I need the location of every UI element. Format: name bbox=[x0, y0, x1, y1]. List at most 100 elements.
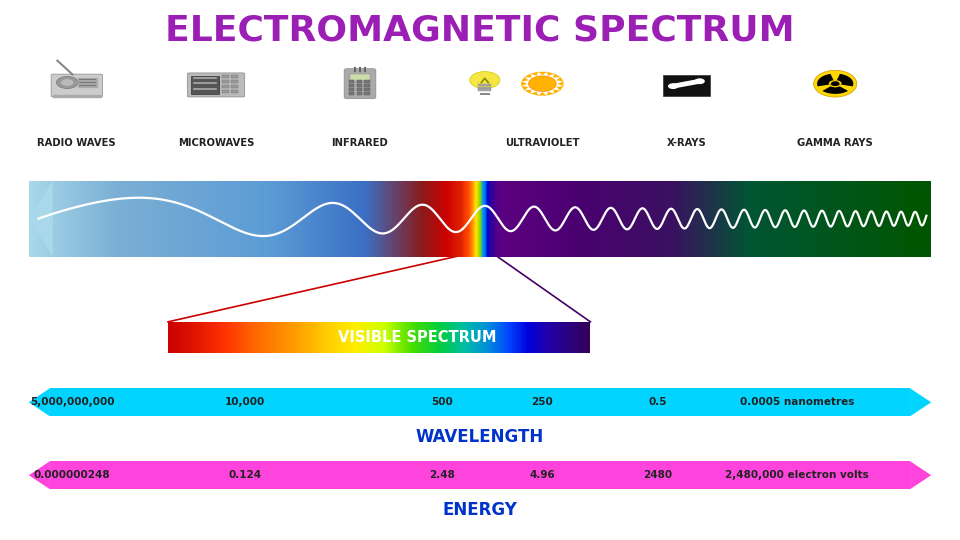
Polygon shape bbox=[524, 73, 532, 78]
Bar bbox=[211, 181, 213, 256]
Bar bbox=[830, 181, 832, 256]
Bar bbox=[463, 322, 464, 353]
Bar bbox=[126, 181, 127, 256]
Bar bbox=[251, 322, 252, 353]
Bar bbox=[381, 181, 382, 256]
Bar bbox=[561, 322, 562, 353]
Bar bbox=[318, 322, 319, 353]
Bar bbox=[566, 181, 568, 256]
Bar bbox=[698, 181, 699, 256]
Bar bbox=[662, 181, 664, 256]
Bar bbox=[421, 322, 422, 353]
Bar bbox=[430, 322, 431, 353]
Bar bbox=[319, 181, 320, 256]
Bar bbox=[476, 322, 477, 353]
Bar bbox=[597, 181, 598, 256]
Bar bbox=[526, 181, 527, 256]
Bar bbox=[236, 322, 238, 353]
Bar bbox=[376, 181, 377, 256]
Bar bbox=[231, 322, 232, 353]
Bar bbox=[182, 181, 183, 256]
Bar bbox=[483, 322, 484, 353]
Bar bbox=[397, 322, 398, 353]
Bar bbox=[859, 181, 860, 256]
Bar bbox=[450, 181, 452, 256]
Bar bbox=[576, 181, 577, 256]
Text: 2480: 2480 bbox=[643, 470, 672, 480]
Bar bbox=[652, 181, 653, 256]
Bar bbox=[854, 181, 855, 256]
Bar bbox=[285, 322, 286, 353]
Bar bbox=[369, 181, 370, 256]
Bar bbox=[745, 181, 746, 256]
Bar bbox=[589, 322, 590, 353]
Bar bbox=[356, 322, 357, 353]
Bar bbox=[185, 322, 186, 353]
Bar bbox=[676, 181, 678, 256]
Bar bbox=[505, 181, 506, 256]
Bar bbox=[712, 181, 713, 256]
Bar bbox=[548, 322, 549, 353]
Bar bbox=[582, 322, 583, 353]
Bar bbox=[204, 181, 205, 256]
Bar bbox=[83, 181, 84, 256]
Bar bbox=[617, 181, 619, 256]
Bar bbox=[244, 322, 245, 353]
Bar bbox=[249, 181, 250, 256]
FancyBboxPatch shape bbox=[51, 74, 103, 97]
Bar bbox=[282, 181, 284, 256]
Bar bbox=[209, 181, 210, 256]
Bar bbox=[199, 322, 200, 353]
Text: 0.124: 0.124 bbox=[228, 470, 261, 480]
Bar bbox=[691, 181, 692, 256]
Bar bbox=[766, 181, 768, 256]
Bar bbox=[436, 181, 437, 256]
Bar bbox=[269, 181, 270, 256]
Bar bbox=[444, 322, 445, 353]
Bar bbox=[433, 322, 434, 353]
Bar bbox=[275, 322, 276, 353]
Bar bbox=[385, 181, 386, 256]
Bar bbox=[852, 181, 853, 256]
Bar bbox=[454, 322, 455, 353]
Bar bbox=[878, 181, 879, 256]
Bar bbox=[190, 181, 191, 256]
Bar bbox=[845, 181, 846, 256]
Bar bbox=[263, 322, 264, 353]
Bar bbox=[383, 181, 384, 256]
Bar bbox=[546, 322, 547, 353]
Bar bbox=[743, 181, 744, 256]
Bar bbox=[433, 181, 434, 256]
Bar bbox=[523, 181, 524, 256]
Bar bbox=[206, 322, 207, 353]
Bar bbox=[363, 181, 364, 256]
Bar bbox=[181, 322, 182, 353]
Bar bbox=[102, 181, 104, 256]
Bar bbox=[245, 322, 246, 353]
Bar bbox=[303, 181, 304, 256]
Bar bbox=[503, 322, 504, 353]
Bar bbox=[806, 181, 807, 256]
Bar bbox=[277, 322, 278, 353]
Polygon shape bbox=[521, 86, 528, 91]
Bar bbox=[497, 322, 498, 353]
Bar bbox=[756, 181, 757, 256]
Bar bbox=[787, 181, 788, 256]
Bar bbox=[240, 181, 241, 256]
Bar bbox=[324, 322, 325, 353]
Bar bbox=[879, 181, 880, 256]
Bar bbox=[414, 322, 415, 353]
Bar bbox=[558, 322, 559, 353]
Bar bbox=[490, 322, 492, 353]
Bar bbox=[374, 322, 375, 353]
Bar bbox=[230, 75, 238, 78]
Text: X-RAYS: X-RAYS bbox=[666, 138, 707, 148]
Bar bbox=[356, 84, 362, 87]
Bar bbox=[140, 181, 141, 256]
Bar bbox=[221, 181, 222, 256]
Bar bbox=[169, 181, 170, 256]
Bar bbox=[325, 181, 326, 256]
Bar bbox=[449, 322, 450, 353]
Bar bbox=[886, 181, 887, 256]
Bar bbox=[419, 322, 420, 353]
